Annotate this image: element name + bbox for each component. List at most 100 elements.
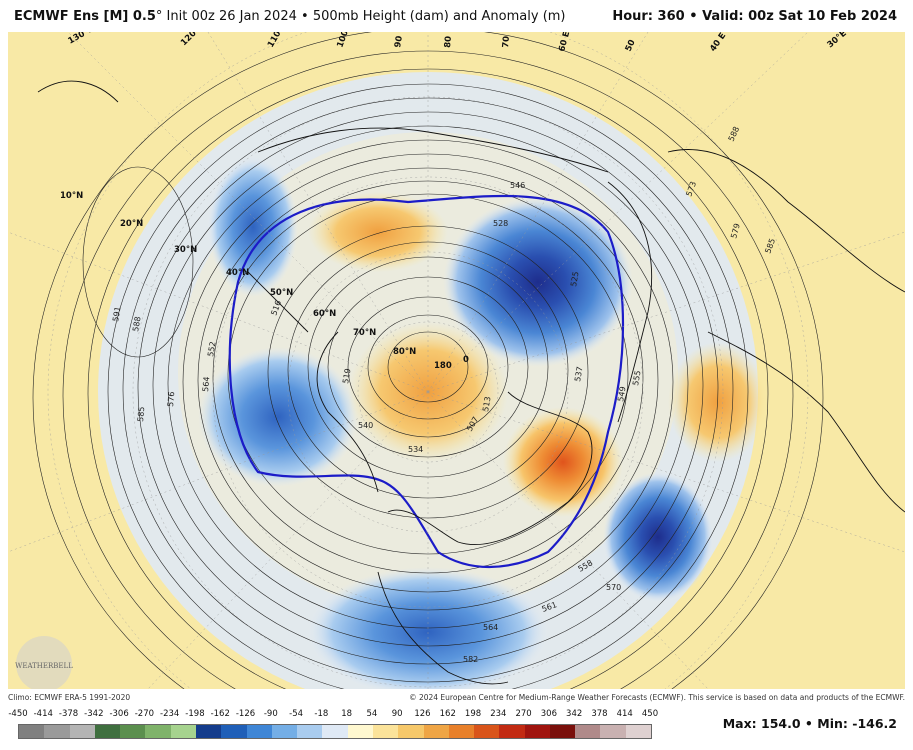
lat-label-20: 20°N bbox=[120, 219, 143, 229]
weatherbell-logo: WEATHERBELL bbox=[15, 636, 73, 689]
model-name: ECMWF Ens [M] 0.5 bbox=[14, 9, 156, 24]
colorbar-swatch bbox=[94, 725, 121, 738]
graticule bbox=[8, 32, 905, 689]
lon-label-50: 50 bbox=[624, 38, 638, 53]
colorbar-swatch bbox=[322, 725, 348, 738]
climo-text: Climo: ECMWF ERA-5 1991-2020 bbox=[8, 693, 131, 702]
colorbar-tick-label: -414 bbox=[33, 709, 53, 719]
contour-label: 528 bbox=[493, 219, 508, 228]
contour-label: 519 bbox=[341, 368, 353, 385]
colorbar-swatch bbox=[423, 725, 449, 738]
lat-label-30: 30°N bbox=[174, 245, 197, 255]
map-title: ECMWF Ens [M] 0.5° Init 00z 26 Jan 2024 … bbox=[14, 9, 566, 24]
colorbar-tick-label: -126 bbox=[235, 709, 256, 719]
colorbar-swatch bbox=[120, 725, 146, 738]
colorbar-swatch bbox=[221, 725, 247, 738]
contour-label: 549 bbox=[616, 386, 628, 403]
colorbar-tick-label: -90 bbox=[263, 709, 278, 719]
lat-label-40: 40°N bbox=[226, 268, 249, 278]
lon-label-40e: 40 E bbox=[708, 32, 728, 54]
colorbar-swatch bbox=[372, 725, 399, 738]
colorbar-swatch bbox=[271, 725, 298, 738]
anomaly-eurasia-negative bbox=[208, 157, 298, 297]
anomaly-north-africa-positive bbox=[668, 342, 768, 462]
title-separator: • bbox=[301, 9, 309, 24]
colorbar-swatch bbox=[474, 725, 500, 738]
colorbar-tick-label: 162 bbox=[439, 709, 456, 719]
colorbar-tick-label: 234 bbox=[490, 709, 507, 719]
valid-time-block: Hour: 360 • Valid: 00z Sat 10 Feb 2024 bbox=[612, 9, 897, 24]
anomaly-north-pacific-negative bbox=[198, 347, 358, 487]
lon-label-130e: 130°E bbox=[67, 32, 96, 47]
max-value: 154.0 bbox=[761, 716, 801, 731]
hour-label: Hour: bbox=[612, 9, 654, 24]
lon-label-180: 180 bbox=[434, 361, 452, 371]
colorbar-swatch bbox=[398, 725, 424, 738]
colorbar-swatch bbox=[600, 725, 626, 738]
lon-label-100: 100 bbox=[335, 32, 350, 49]
colorbar-tick-label: -54 bbox=[289, 709, 304, 719]
colorbar-tick-label: -378 bbox=[58, 709, 79, 719]
contour-label: 570 bbox=[606, 583, 621, 592]
lon-label-110: 110 bbox=[266, 32, 284, 50]
max-min-readout: Max: 154.0 • Min: -146.2 bbox=[723, 716, 897, 731]
contour-label: 537 bbox=[573, 366, 585, 383]
lat-label-10: 10°N bbox=[60, 191, 83, 201]
min-label: Min: bbox=[817, 716, 848, 731]
contour-label: 525 bbox=[569, 271, 581, 288]
hour-value: 360 bbox=[657, 9, 685, 24]
colorbar-swatch bbox=[19, 725, 45, 738]
lon-label-70: 70 bbox=[501, 36, 512, 49]
colorbar-tick-label: -234 bbox=[160, 709, 180, 719]
contour-label: 534 bbox=[408, 445, 423, 454]
colorbar-tick-label: 378 bbox=[591, 709, 608, 719]
colorbar-area: -450 -414 -378 -342 -306 -270 -234 -198 -162 -126… bbox=[0, 707, 913, 750]
contour-label: 591 bbox=[111, 306, 123, 323]
degree-symbol: ° bbox=[155, 9, 163, 24]
contour-label: 564 bbox=[483, 623, 498, 632]
colorbar-tick-label: -306 bbox=[109, 709, 129, 719]
anomaly-siberia-negative bbox=[443, 197, 633, 367]
colorbar-swatch bbox=[170, 725, 196, 738]
lon-label-60e: 60 E bbox=[557, 32, 572, 53]
contour-label: 540 bbox=[358, 421, 373, 430]
logo-text: WEATHERBELL bbox=[15, 662, 73, 670]
maxmin-separator: • bbox=[804, 716, 813, 731]
header-bar: ECMWF Ens [M] 0.5° Init 00z 26 Jan 2024 … bbox=[0, 0, 913, 32]
lat-label-50: 50°N bbox=[270, 288, 293, 298]
colorbar bbox=[18, 724, 652, 739]
colorbar-tick-label: -342 bbox=[84, 709, 104, 719]
colorbar-swatch bbox=[195, 725, 222, 738]
coastlines bbox=[37, 80, 905, 685]
contour-label: 588 bbox=[131, 316, 143, 333]
colorbar-tick-label: -18 bbox=[314, 709, 329, 719]
copyright-text: © 2024 European Centre for Medium-Range … bbox=[409, 693, 905, 702]
contour-label: 513 bbox=[481, 396, 493, 413]
map-panel[interactable]: 10°N 20°N 30°N 40°N 50°N 60°N 70°N 80°N … bbox=[8, 32, 905, 689]
colorbar-tick-label: -270 bbox=[134, 709, 155, 719]
contour-label: 555 bbox=[631, 370, 643, 387]
lat-label-70: 70°N bbox=[353, 328, 376, 338]
min-value: -146.2 bbox=[852, 716, 897, 731]
colorbar-swatch bbox=[246, 725, 272, 738]
colorbar-swatch bbox=[524, 725, 550, 738]
lat-label-60: 60°N bbox=[313, 309, 336, 319]
map-svg: 10°N 20°N 30°N 40°N 50°N 60°N 70°N 80°N … bbox=[8, 32, 905, 689]
colorbar-tick-label: 54 bbox=[366, 709, 378, 719]
lon-label-30e: 30°E bbox=[826, 32, 849, 50]
lat-label-80: 80°N bbox=[393, 347, 416, 357]
max-label: Max: bbox=[722, 716, 757, 731]
latitude-labels: 10°N 20°N 30°N 40°N 50°N 60°N 70°N 80°N bbox=[60, 191, 416, 357]
valid-value: 00z Sat 10 Feb 2024 bbox=[748, 9, 897, 24]
lon-label-0: 0 bbox=[463, 355, 469, 365]
lon-label-120e: 120°E bbox=[179, 32, 206, 48]
colorbar-labels: -450 -414 -378 -342 -306 -270 -234 -198 -162 -126… bbox=[8, 709, 658, 721]
colorbar-tick-label: -162 bbox=[210, 709, 230, 719]
colorbar-tick-label: 342 bbox=[566, 709, 583, 719]
colorbar-tick-label: 450 bbox=[641, 709, 659, 719]
footer-info: Climo: ECMWF ERA-5 1991-2020 © 2024 Euro… bbox=[8, 691, 905, 703]
contour-label: 585 bbox=[136, 406, 146, 422]
colorbar-tick-label: 126 bbox=[414, 709, 431, 719]
colorbar-tick-label: 18 bbox=[341, 709, 353, 719]
contour-label: 552 bbox=[206, 341, 218, 358]
